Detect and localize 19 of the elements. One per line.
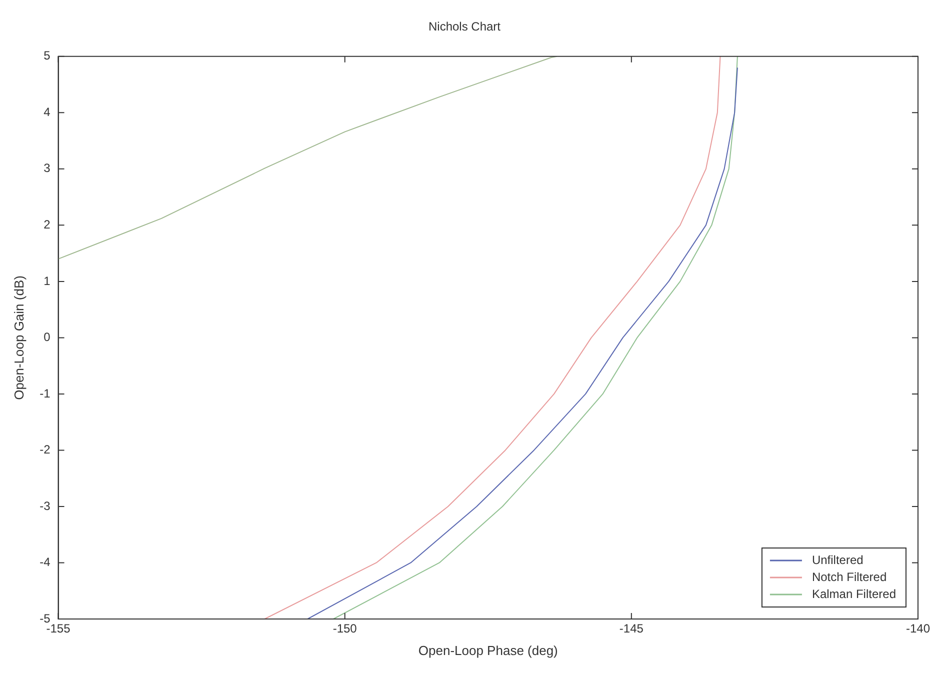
x-tick-label: -140 xyxy=(906,622,930,636)
x-axis-title: Open-Loop Phase (deg) xyxy=(418,642,558,658)
x-tick-label: -150 xyxy=(332,622,358,636)
legend-label: Notch Filtered xyxy=(812,570,887,584)
chart-title: Nichols Chart xyxy=(428,20,502,34)
y-tick-label: 2 xyxy=(44,217,51,232)
y-tick-label: -4 xyxy=(40,555,51,570)
y-axis-title: Open-Loop Gain (dB) xyxy=(11,276,26,400)
y-tick-label: 1 xyxy=(44,274,51,288)
y-tick-label: 4 xyxy=(44,104,51,119)
y-tick-label: -1 xyxy=(40,386,51,400)
y-tick-label: -2 xyxy=(40,442,51,457)
y-tick-label: 0 xyxy=(44,330,51,344)
legend-label: Unfiltered xyxy=(812,552,864,567)
y-tick-label: 5 xyxy=(44,48,51,63)
x-tick-label: -145 xyxy=(619,622,644,636)
legend-label: Kalman Filtered xyxy=(812,586,896,601)
y-tick-label: 3 xyxy=(44,161,51,176)
y-tick-label: -3 xyxy=(40,498,51,513)
